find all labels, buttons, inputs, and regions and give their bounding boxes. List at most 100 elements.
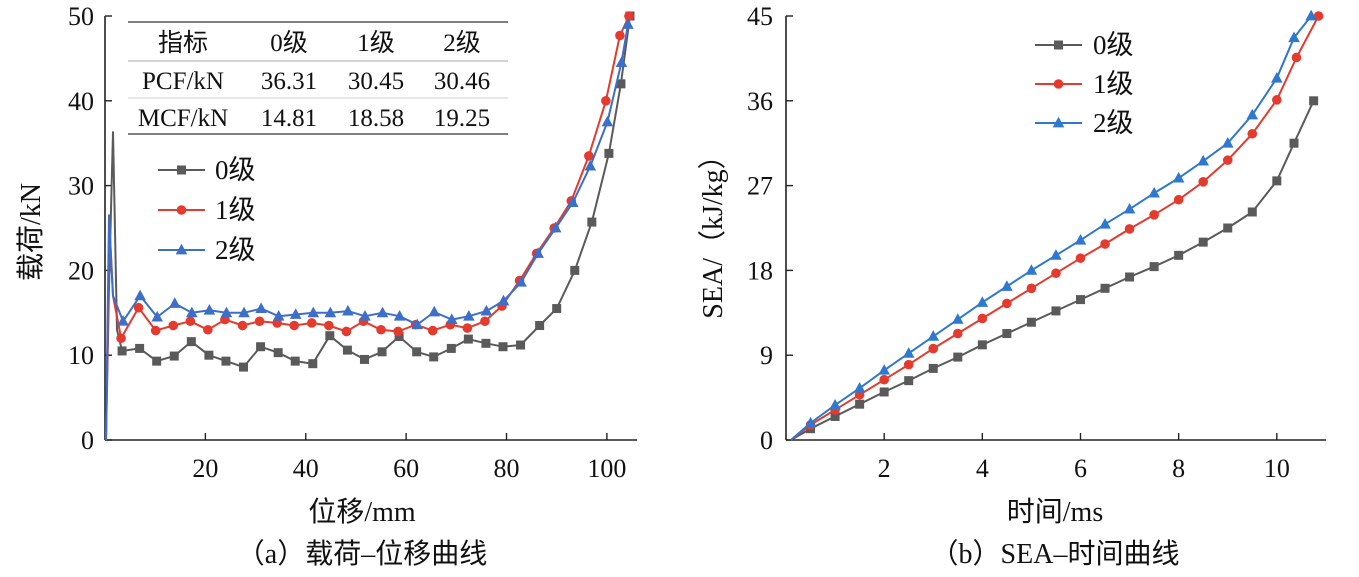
series-0-marker (463, 334, 473, 344)
series-0-marker (830, 411, 840, 421)
series-1-marker (977, 313, 988, 324)
series-2-marker (168, 297, 181, 308)
series-2-marker (878, 364, 890, 375)
series-1-line (105, 15, 630, 441)
series-1-marker (168, 320, 179, 331)
series-1-marker (185, 316, 196, 327)
series-2-marker (376, 306, 389, 318)
series-2-marker (1305, 9, 1317, 21)
y-tick-label: 0 (81, 426, 94, 455)
series-2-marker (446, 313, 458, 324)
series-0-marker (1100, 283, 1110, 293)
series-0-marker (117, 346, 127, 356)
series-0-marker (273, 348, 283, 358)
series-1-marker (624, 11, 634, 21)
y-tick-label: 50 (68, 2, 94, 31)
series-1-marker (952, 328, 963, 339)
y-tick-label: 18 (747, 256, 773, 285)
series-2-marker (203, 304, 216, 315)
table-header-cell: 0级 (270, 29, 308, 57)
table-cell: 30.46 (434, 68, 490, 95)
series-1-marker (1173, 194, 1184, 205)
legend-marker-1 (1053, 79, 1064, 89)
series-1-marker (584, 151, 594, 161)
series-0-marker (429, 352, 439, 362)
legend-label-0: 0级 (215, 155, 256, 185)
series-1-marker (480, 316, 490, 327)
series-2-marker (307, 306, 320, 318)
series-1-marker (928, 343, 939, 354)
series-2-marker (1099, 218, 1111, 229)
y-axis-title: 载荷/kN (15, 183, 47, 281)
series-0-marker (587, 217, 597, 227)
series-1-marker (903, 359, 914, 370)
series-1-marker (116, 333, 126, 344)
series-1-marker (376, 324, 386, 335)
series-1-marker (1313, 11, 1324, 21)
legend-label-2: 2级 (1093, 108, 1134, 138)
series-0-marker (325, 331, 335, 341)
y-tick-label: 36 (747, 87, 773, 116)
y-tick-label: 40 (68, 87, 94, 116)
x-tick-label: 8 (1172, 454, 1185, 483)
series-2-marker (117, 315, 129, 326)
series-0-marker (412, 347, 422, 357)
chart-load-displacement: 20 40 60 80 100 0 10 20 30 40 50 位移/mm 载荷/kN （a）载荷–位移… (15, 2, 637, 570)
series-0-marker (446, 343, 456, 353)
series-1-marker (150, 325, 161, 336)
series-2-marker (584, 159, 597, 171)
series-2-marker (1246, 108, 1259, 120)
series-1-marker (393, 326, 403, 337)
series-0-marker (377, 347, 387, 357)
series-2-marker (134, 289, 146, 301)
series-0-marker (570, 265, 580, 275)
series-2-marker (480, 304, 493, 316)
series-2-marker (186, 306, 198, 318)
x-tick-label: 40 (293, 454, 319, 483)
series-1-marker (879, 374, 889, 385)
series-1-line (790, 15, 1320, 441)
series-0-marker (1075, 295, 1085, 305)
series-1-marker (462, 323, 473, 333)
series-2-marker (1221, 137, 1234, 148)
table-cell: MCF/kN (138, 105, 228, 132)
series-2-marker (515, 276, 527, 287)
series-0-marker (855, 399, 865, 409)
series-2-marker (1148, 186, 1160, 198)
series-1-marker (306, 318, 317, 328)
series-2-marker (411, 318, 423, 330)
series-0-marker (552, 304, 562, 314)
series-0-marker (1149, 262, 1159, 272)
series-2-marker (976, 296, 989, 307)
y-tick-label: 10 (68, 341, 94, 370)
series-1-marker (1291, 52, 1302, 63)
series-0-marker (481, 338, 491, 348)
series-1-marker (615, 30, 625, 41)
series-1-marker (1222, 155, 1233, 165)
y-tick-label: 9 (760, 341, 773, 370)
chart-caption: （a）载荷–位移曲线 (237, 538, 487, 570)
series-2-line (105, 24, 629, 441)
series-0-marker (904, 376, 914, 386)
series-1-marker (1149, 210, 1159, 220)
series-0-marker (1309, 96, 1319, 106)
legend-marker-2 (175, 243, 188, 255)
series-1-marker (601, 96, 611, 106)
y-tick-label: 27 (747, 172, 773, 201)
chart-caption: （b）SEA–时间曲线 (931, 538, 1180, 570)
series-1-marker (1198, 177, 1209, 187)
x-tick-label: 80 (494, 454, 520, 483)
series-0-marker (342, 345, 352, 355)
series-0-marker (879, 387, 889, 397)
series-2-marker (1197, 154, 1210, 166)
series-2-marker (927, 330, 940, 341)
table-cell: 19.25 (434, 105, 490, 132)
legend-label-0: 0级 (1093, 30, 1134, 60)
table-cell: 18.58 (348, 105, 404, 132)
series-0-marker (928, 363, 938, 373)
series-2-marker (289, 308, 302, 319)
series-2-marker (1172, 171, 1185, 183)
series-0-marker (953, 352, 963, 362)
series-1-marker (1124, 224, 1135, 234)
